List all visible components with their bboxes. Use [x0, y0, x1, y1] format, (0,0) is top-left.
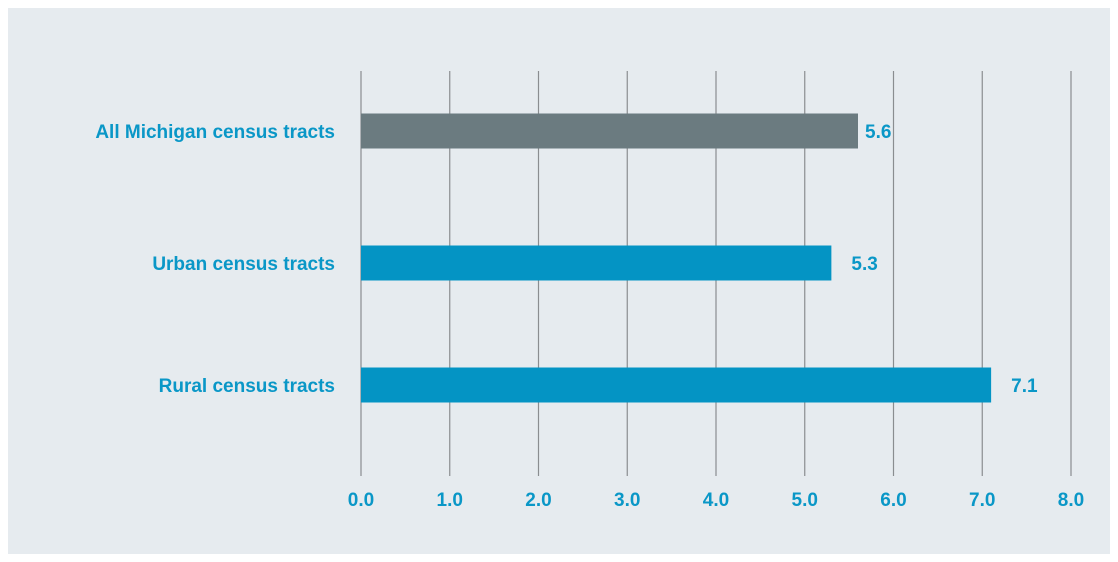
x-axis-tick-labels: 0.0 1.0 2.0 3.0 4.0 5.0 6.0 7.0 8.0	[348, 490, 1084, 511]
x-tick-label: 3.0	[614, 490, 640, 511]
value-label: 5.6	[865, 122, 891, 143]
x-tick-label: 0.0	[348, 490, 374, 511]
bar-2	[361, 245, 832, 281]
value-label: 7.1	[1011, 376, 1038, 397]
category-labels: All Michigan census tracts Urban census t…	[95, 122, 335, 397]
bar-1	[361, 113, 858, 149]
x-tick-label: 5.0	[792, 490, 818, 511]
x-tick-label: 2.0	[525, 490, 551, 511]
x-tick-label: 8.0	[1058, 490, 1084, 511]
bars	[361, 113, 992, 403]
value-labels: 5.6 5.3 7.1	[851, 122, 1038, 397]
value-label: 5.3	[851, 254, 877, 275]
bar-3	[361, 367, 992, 403]
category-label: Urban census tracts	[152, 254, 335, 275]
x-tick-label: 6.0	[880, 490, 906, 511]
x-tick-label: 1.0	[437, 490, 463, 511]
category-label: All Michigan census tracts	[95, 122, 335, 143]
category-label: Rural census tracts	[159, 376, 335, 397]
x-tick-label: 4.0	[703, 490, 729, 511]
x-tick-label: 7.0	[969, 490, 995, 511]
chart-panel	[8, 8, 1110, 554]
